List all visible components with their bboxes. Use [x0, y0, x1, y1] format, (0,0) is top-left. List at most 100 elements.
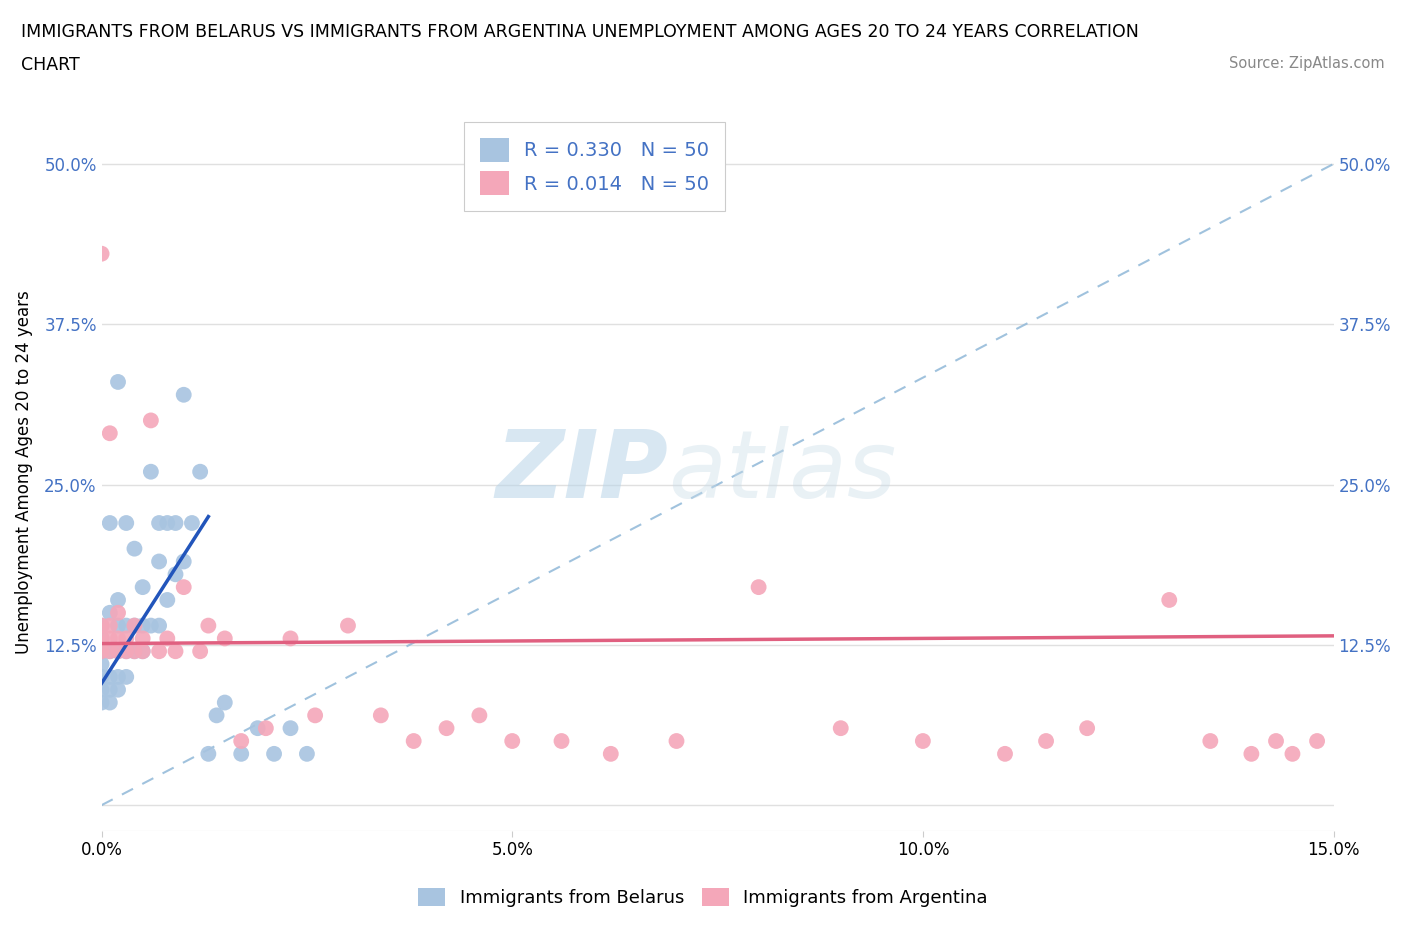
Point [748, 579, 770, 594]
Point [148, 515, 170, 530]
Point [98, 605, 121, 620]
Point [173, 554, 195, 569]
Text: atlas: atlas [668, 426, 897, 517]
Point [173, 387, 195, 402]
Point [115, 618, 138, 633]
Point [90, 618, 112, 633]
Point [90, 670, 112, 684]
Point [139, 464, 162, 479]
Point [98, 426, 121, 441]
Y-axis label: Unemployment Among Ages 20 to 24 years: Unemployment Among Ages 20 to 24 years [15, 290, 32, 654]
Point [139, 618, 162, 633]
Point [468, 708, 491, 723]
Point [148, 618, 170, 633]
Point [156, 592, 179, 607]
Point [90, 695, 112, 710]
Legend: Immigrants from Belarus, Immigrants from Argentina: Immigrants from Belarus, Immigrants from… [409, 879, 997, 916]
Point [1159, 592, 1181, 607]
Point [231, 734, 253, 749]
Legend: R = 0.330   N = 50, R = 0.014   N = 50: R = 0.330 N = 50, R = 0.014 N = 50 [464, 123, 724, 211]
Point [124, 618, 146, 633]
Point [254, 721, 277, 736]
Point [115, 631, 138, 645]
Point [231, 747, 253, 762]
Point [280, 721, 302, 736]
Point [436, 721, 458, 736]
Point [98, 644, 121, 658]
Point [131, 644, 153, 658]
Point [246, 721, 269, 736]
Point [107, 375, 129, 390]
Point [98, 618, 121, 633]
Point [90, 631, 112, 645]
Point [1240, 747, 1263, 762]
Point [131, 618, 153, 633]
Point [124, 618, 146, 633]
Point [1035, 734, 1057, 749]
Point [501, 734, 523, 749]
Text: Source: ZipAtlas.com: Source: ZipAtlas.com [1229, 56, 1385, 71]
Point [197, 747, 219, 762]
Point [165, 644, 187, 658]
Point [107, 670, 129, 684]
Point [370, 708, 392, 723]
Point [90, 644, 112, 658]
Point [107, 631, 129, 645]
Point [98, 644, 121, 658]
Point [148, 644, 170, 658]
Point [107, 683, 129, 698]
Point [98, 515, 121, 530]
Point [115, 515, 138, 530]
Point [402, 734, 425, 749]
Point [90, 644, 112, 658]
Point [188, 644, 211, 658]
Point [911, 734, 934, 749]
Point [665, 734, 688, 749]
Point [280, 631, 302, 645]
Point [205, 708, 228, 723]
Point [188, 464, 211, 479]
Point [98, 631, 121, 645]
Point [197, 618, 219, 633]
Point [98, 683, 121, 698]
Point [131, 631, 153, 645]
Point [90, 657, 112, 671]
Point [131, 644, 153, 658]
Point [124, 541, 146, 556]
Point [1265, 734, 1288, 749]
Point [550, 734, 572, 749]
Point [173, 579, 195, 594]
Point [304, 708, 326, 723]
Point [90, 618, 112, 633]
Point [1076, 721, 1098, 736]
Point [98, 695, 121, 710]
Point [98, 670, 121, 684]
Point [1199, 734, 1222, 749]
Point [107, 644, 129, 658]
Point [336, 618, 359, 633]
Point [107, 618, 129, 633]
Point [148, 554, 170, 569]
Point [263, 747, 285, 762]
Point [124, 644, 146, 658]
Point [156, 515, 179, 530]
Point [131, 579, 153, 594]
Point [124, 644, 146, 658]
Point [295, 747, 318, 762]
Text: CHART: CHART [21, 56, 80, 73]
Point [115, 644, 138, 658]
Point [181, 515, 204, 530]
Point [1281, 747, 1303, 762]
Point [139, 413, 162, 428]
Point [165, 515, 187, 530]
Point [115, 670, 138, 684]
Point [214, 631, 236, 645]
Point [1306, 734, 1329, 749]
Point [90, 246, 112, 261]
Point [115, 644, 138, 658]
Point [107, 592, 129, 607]
Point [90, 683, 112, 698]
Point [830, 721, 852, 736]
Point [156, 631, 179, 645]
Point [214, 695, 236, 710]
